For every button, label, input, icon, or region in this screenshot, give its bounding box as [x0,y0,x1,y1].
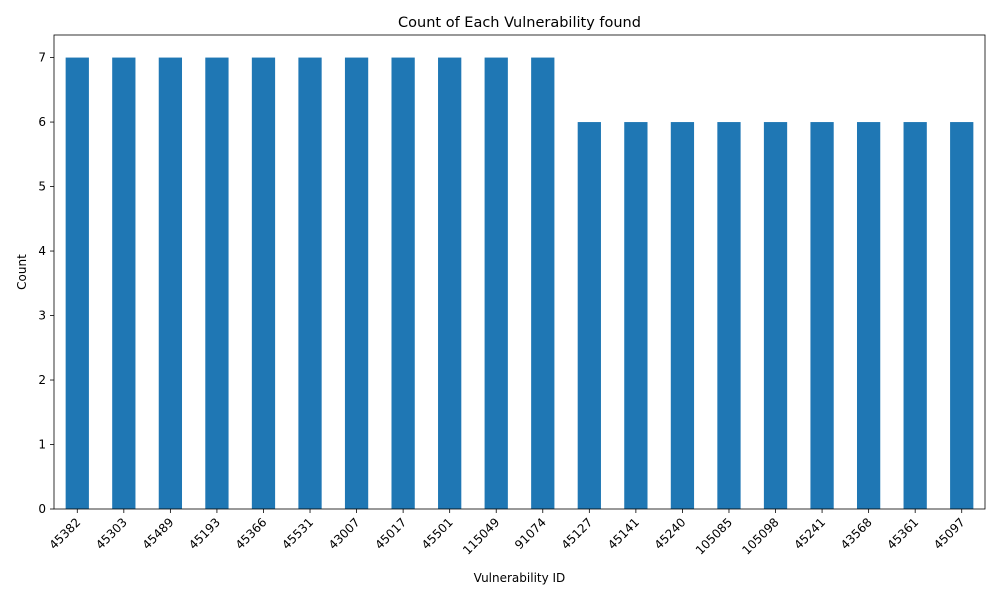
bar-45366 [251,57,276,509]
plot-frame [53,34,986,510]
bar-45489 [158,57,183,509]
x-tick-label: 105098 [739,515,781,557]
x-tick-label: 45531 [279,515,316,552]
chart-title: Count of Each Vulnerability found [398,15,641,31]
y-tick-label: 4 [38,244,46,258]
bar-43568 [856,122,881,509]
x-axis: 45382 45303 45489 45193 45366 45531 43007 45017… [46,509,968,558]
y-axis: 0 1 2 3 4 5 6 7 [38,51,54,516]
x-tick-label: 91074 [512,515,549,552]
x-tick-label: 45501 [419,515,456,552]
x-axis-title: Vulnerability ID [474,571,566,585]
x-tick-label: 43007 [326,515,363,552]
y-axis-title: Count [15,254,29,290]
x-tick-label: 45141 [605,515,642,552]
bar-45531 [298,57,322,509]
x-tick-label: 45489 [140,515,177,552]
x-tick-label: 115049 [460,515,502,557]
bar-115049 [484,57,508,509]
bar-45361 [903,122,927,509]
x-tick-label: 45193 [186,515,223,552]
x-tick-label: 45017 [372,515,409,552]
bar-45241 [810,122,834,509]
bar-45382 [65,57,89,509]
y-tick-label: 1 [38,438,46,452]
bar-45303 [112,57,136,509]
bar-45193 [205,57,229,509]
x-tick-label: 45127 [559,515,596,552]
bars-layer [65,57,974,509]
x-tick-label: 45382 [46,515,83,552]
bar-45097 [950,122,974,509]
y-tick-label: 6 [38,115,46,129]
x-tick-label: 43568 [838,515,875,552]
x-tick-label: 45366 [233,515,270,552]
x-tick-label: 45097 [931,515,968,552]
bar-105085 [717,122,741,509]
y-tick-label: 3 [38,309,46,323]
x-tick-label: 45241 [791,515,828,552]
bar-45240 [670,122,695,509]
x-tick-label: 45361 [884,515,921,552]
bar-91074 [531,57,555,509]
y-tick-label: 2 [38,373,46,387]
bar-105098 [763,122,788,509]
y-tick-label: 7 [38,51,46,65]
bar-45501 [438,57,462,509]
x-tick-label: 45303 [93,515,130,552]
y-tick-label: 0 [38,502,46,516]
x-tick-label: 45240 [652,515,689,552]
bar-45017 [391,57,415,509]
y-tick-label: 5 [38,180,46,194]
bar-45127 [577,122,601,509]
x-tick-label: 105085 [693,515,735,557]
bar-43007 [344,57,369,509]
bar-45141 [624,122,648,509]
